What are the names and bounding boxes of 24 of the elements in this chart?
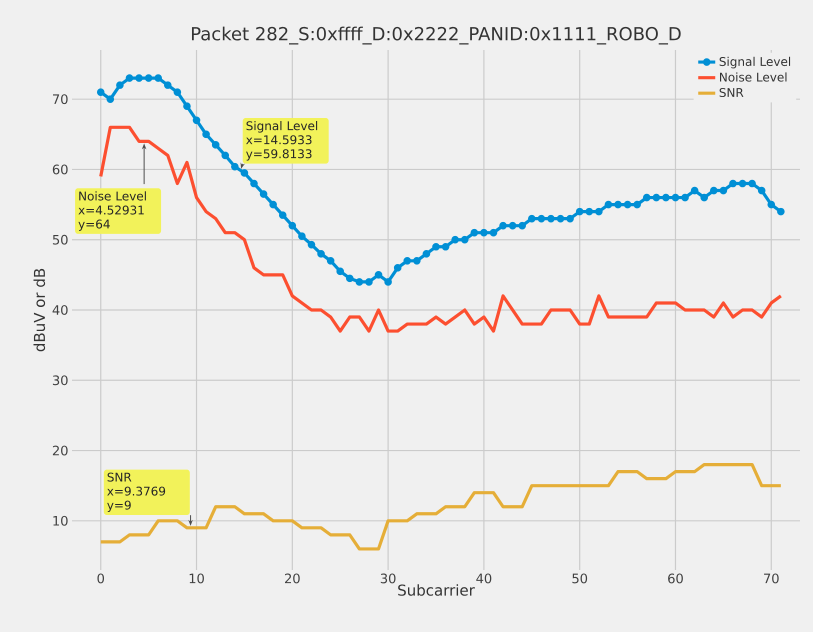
legend-label: SNR [720, 88, 744, 98]
x-tick-label: 50 [572, 574, 588, 584]
y-tick-label: 30 [52, 375, 68, 386]
y-tick-label: 10 [53, 516, 68, 526]
annotation: SNR x=9.3769 y=9 [107, 472, 166, 512]
annotation: Noise Level x=4.52931 y=64 [78, 191, 146, 231]
y-tick-label: 20 [52, 446, 68, 456]
y-tick-label: 60 [52, 164, 68, 174]
legend-label: Noise Level [720, 72, 786, 82]
x-tick-label: 20 [285, 574, 300, 584]
y-tick-label: 70 [53, 94, 68, 104]
chart-title: Packet 282_S:0xffff_D:0x2222_PANID:0x1111_ROBO_D [192, 26, 681, 44]
legend-label: Signal Level [720, 56, 790, 68]
y-axis-title: dBuV or dB [33, 268, 46, 352]
x-tick-label: 30 [380, 574, 396, 584]
x-axis-title: Subcarrier [398, 584, 475, 596]
x-tick-label: 60 [668, 574, 683, 584]
annotation: Signal Level x=14.5933 y=59.8133 [246, 121, 318, 161]
x-tick-label: 40 [476, 574, 492, 584]
x-tick-label: 0 [97, 574, 104, 584]
x-tick-label: 10 [190, 574, 204, 584]
x-tick-label: 70 [764, 574, 779, 584]
y-tick-label: 50 [52, 234, 68, 245]
y-tick-label: 40 [52, 305, 68, 315]
